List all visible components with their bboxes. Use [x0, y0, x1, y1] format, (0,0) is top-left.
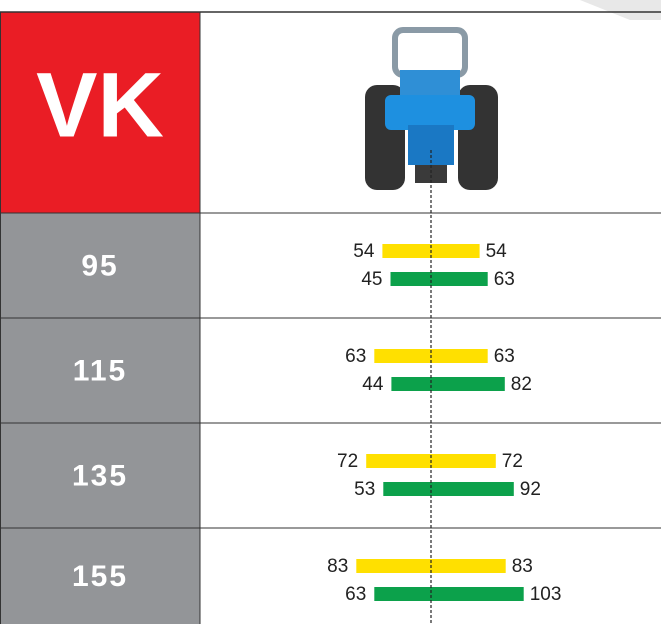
row-label: 95 — [81, 249, 118, 282]
green-bar-right — [431, 377, 505, 391]
green-bar-right — [431, 587, 524, 601]
yellow-label-right: 83 — [512, 556, 533, 577]
green-label-left: 53 — [354, 479, 375, 500]
yellow-label-left: 72 — [337, 451, 358, 472]
yellow-label-left: 63 — [345, 346, 366, 367]
yellow-bar-left — [382, 244, 431, 258]
green-bar-right — [431, 272, 488, 286]
green-label-right: 82 — [511, 374, 532, 395]
yellow-bar-right — [431, 349, 488, 363]
row-label: 115 — [73, 354, 127, 387]
header-title: VK — [36, 54, 164, 156]
yellow-label-right: 63 — [494, 346, 515, 367]
yellow-bar-right — [431, 244, 480, 258]
row-label: 155 — [72, 560, 128, 593]
green-bar-left — [391, 272, 432, 286]
row-label: 135 — [72, 459, 128, 492]
spacing-diagram: VK 95 54 54 45 63 115 63 63 44 82 135 72 72 53 92 155 83… — [0, 0, 661, 624]
green-label-right: 103 — [530, 584, 562, 605]
yellow-bar-right — [431, 559, 506, 573]
yellow-bar-left — [366, 454, 431, 468]
green-label-right: 63 — [494, 269, 515, 290]
yellow-label-right: 72 — [502, 451, 523, 472]
green-label-left: 63 — [345, 584, 366, 605]
yellow-label-left: 54 — [353, 241, 375, 262]
green-label-right: 92 — [520, 479, 541, 500]
yellow-bar-left — [356, 559, 431, 573]
yellow-bar-right — [431, 454, 496, 468]
green-bar-left — [391, 377, 431, 391]
green-bar-left — [383, 482, 431, 496]
green-bar-right — [431, 482, 514, 496]
green-bar-left — [374, 587, 431, 601]
green-label-left: 44 — [362, 374, 384, 395]
green-label-left: 45 — [361, 269, 382, 290]
yellow-label-right: 54 — [486, 241, 508, 262]
yellow-bar-left — [374, 349, 431, 363]
yellow-label-left: 83 — [327, 556, 348, 577]
